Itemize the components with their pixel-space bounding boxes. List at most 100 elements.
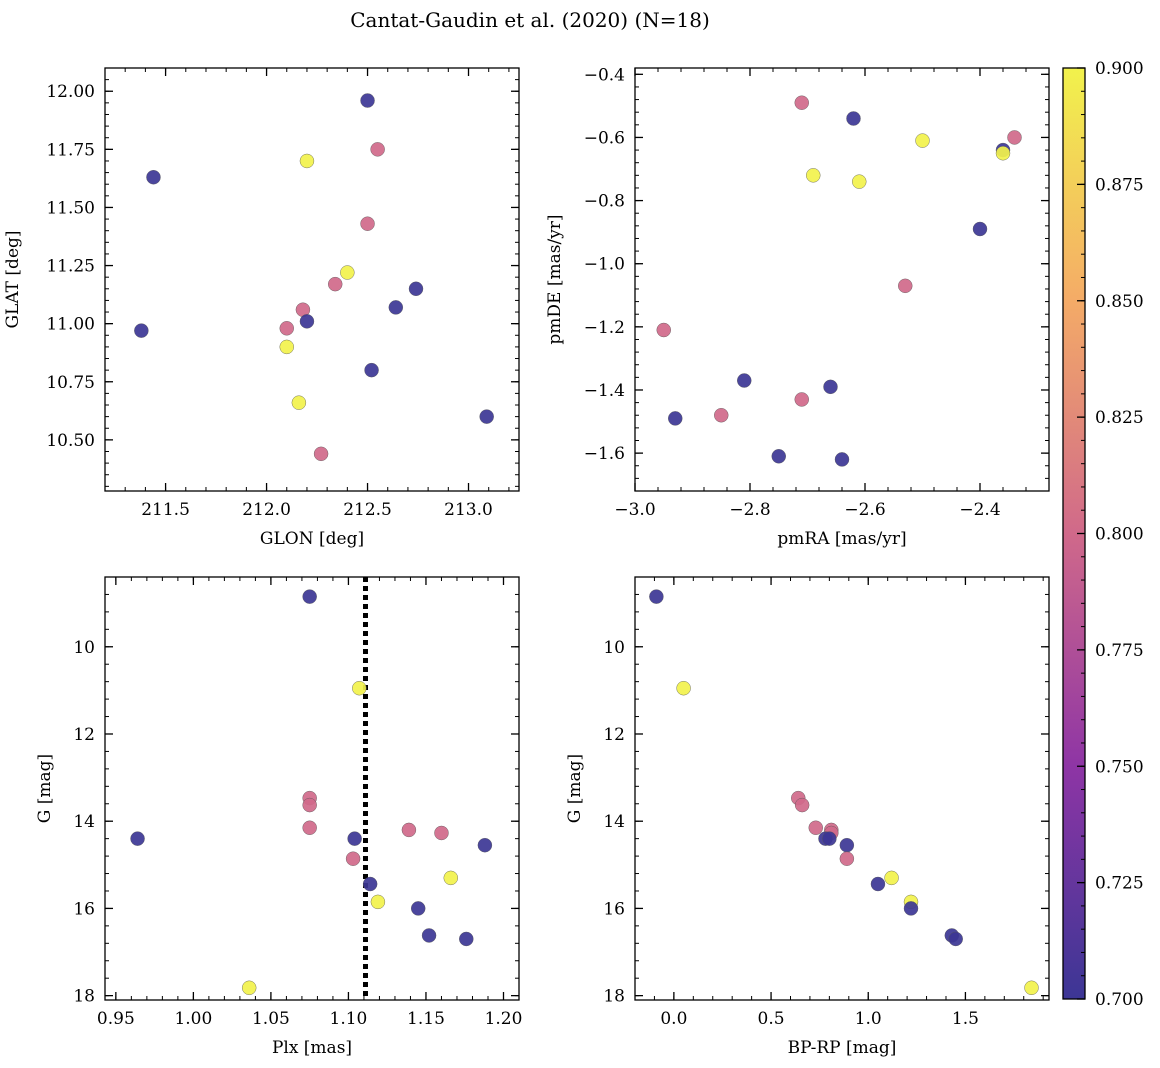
panel-color-magnitude: 0.0 0.5 1.0 1.5 10 12 14 16 18 BP-RP [mag] G [mag] (565, 576, 1050, 1058)
data-point (360, 93, 375, 108)
x-tick-label: 213.0 (444, 500, 493, 520)
colorbar-tick-label: 0.725 (1095, 874, 1144, 894)
y-tick-label: 10 (73, 638, 95, 658)
data-point (347, 831, 362, 846)
y-tick-label: 11.25 (46, 257, 95, 277)
data-point (649, 589, 664, 604)
x-tick-label: 1.5 (952, 1009, 979, 1029)
data-point (130, 831, 145, 846)
x-tick-label: 0.0 (660, 1009, 687, 1029)
data-point (279, 321, 294, 336)
data-point (995, 146, 1011, 161)
y-tick-label: 10.75 (46, 373, 95, 393)
axes-frame (104, 67, 520, 492)
data-point (834, 452, 850, 467)
data-point (839, 837, 855, 853)
x-tick-label: 1.0 (855, 1009, 882, 1029)
y-axis-label: GLAT [deg] (3, 230, 23, 328)
x-axis-label: pmRA [mas/yr] (777, 529, 906, 549)
x-axis-label: BP-RP [mag] (788, 1038, 897, 1058)
x-tick-label: 1.10 (330, 1009, 368, 1029)
axes-frame (634, 67, 1050, 492)
data-point (302, 797, 317, 813)
y-tick-label: −0.4 (584, 65, 625, 85)
y-tick-label: 11.75 (46, 140, 95, 160)
colorbar: 0.700 0.725 0.750 0.775 0.800 0.825 0.850 0.875… (1062, 59, 1144, 1010)
data-point (352, 681, 367, 696)
data-point (771, 449, 786, 464)
data-point (668, 411, 683, 426)
data-point (279, 339, 294, 355)
colorbar-tick-label: 0.900 (1095, 59, 1144, 79)
y-tick-label: 18 (603, 987, 625, 1007)
y-tick-label: −0.8 (584, 192, 625, 212)
data-point (822, 831, 837, 846)
panel-glon-glat: 211.5 212.0 212.5 213.0 10.50 10.75 11.00 11.25… (3, 67, 520, 549)
y-tick-label: 14 (603, 812, 625, 832)
x-tick-label: 0.95 (97, 1009, 135, 1029)
data-point (948, 931, 963, 947)
x-tick-label: 1.20 (485, 1009, 523, 1029)
data-point (656, 322, 671, 338)
colorbar-tick-label: 0.875 (1095, 175, 1144, 195)
y-tick-label: 16 (603, 899, 625, 919)
data-point (714, 408, 729, 423)
y-tick-label: 10.50 (46, 431, 95, 451)
axes-frame (634, 576, 1050, 1001)
x-tick-label: −2.4 (959, 500, 1000, 520)
data-point (401, 822, 417, 838)
data-point (370, 142, 385, 157)
data-point (898, 278, 913, 294)
data-point (434, 825, 449, 841)
y-tick-label: 12 (73, 725, 95, 745)
data-point (459, 931, 474, 947)
data-point (345, 851, 361, 866)
y-axis-label: G [mag] (35, 754, 55, 823)
y-tick-label: 11.50 (46, 198, 95, 218)
y-tick-label: −0.6 (584, 128, 625, 148)
x-axis-label: GLON [deg] (260, 529, 364, 549)
data-point (370, 894, 386, 910)
colorbar-tick-label: 0.700 (1095, 990, 1144, 1010)
data-point (302, 820, 317, 835)
data-point (806, 168, 821, 183)
data-point (313, 446, 329, 462)
data-point (479, 409, 494, 424)
y-tick-label: 11.00 (46, 315, 95, 335)
data-point (408, 281, 424, 296)
x-tick-label: 212.5 (343, 500, 392, 520)
colorbar-tick-label: 0.825 (1095, 408, 1144, 428)
data-point (302, 589, 317, 604)
y-tick-label: 14 (73, 812, 95, 832)
data-point (360, 216, 375, 231)
data-point (846, 111, 861, 126)
x-tick-label: 0.5 (758, 1009, 785, 1029)
data-point (362, 876, 378, 892)
y-tick-label: −1.2 (584, 318, 625, 338)
colorbar-tick-label: 0.775 (1095, 641, 1144, 661)
data-point (340, 265, 355, 280)
data-point (852, 174, 867, 189)
data-point (839, 851, 855, 866)
data-point (676, 681, 691, 696)
data-point (794, 392, 809, 407)
x-tick-label: 211.5 (141, 500, 190, 520)
x-tick-label: 1.05 (252, 1009, 290, 1029)
axes-frame (104, 576, 520, 1001)
data-point (884, 870, 899, 886)
data-point (388, 300, 404, 315)
data-point (1024, 980, 1039, 995)
x-tick-label: −3.0 (614, 500, 655, 520)
colorbar-tick-label: 0.800 (1095, 525, 1144, 545)
data-point (808, 820, 823, 835)
data-point (134, 323, 149, 338)
x-tick-label: 1.00 (174, 1009, 212, 1029)
figure-title: Cantat-Gaudin et al. (2020) (N=18) (350, 8, 710, 32)
colorbar-ticks: 0.700 0.725 0.750 0.775 0.800 0.825 0.850 0.875… (1077, 59, 1144, 1010)
y-tick-label: 12 (603, 725, 625, 745)
data-point (915, 133, 930, 148)
panel-proper-motion: −3.0 −2.8 −2.6 −2.4 −1.6 −1.4 −1.2 −1.0 −0.8 −0.6… (545, 65, 1050, 549)
data-point (823, 379, 838, 395)
data-point (146, 170, 161, 185)
